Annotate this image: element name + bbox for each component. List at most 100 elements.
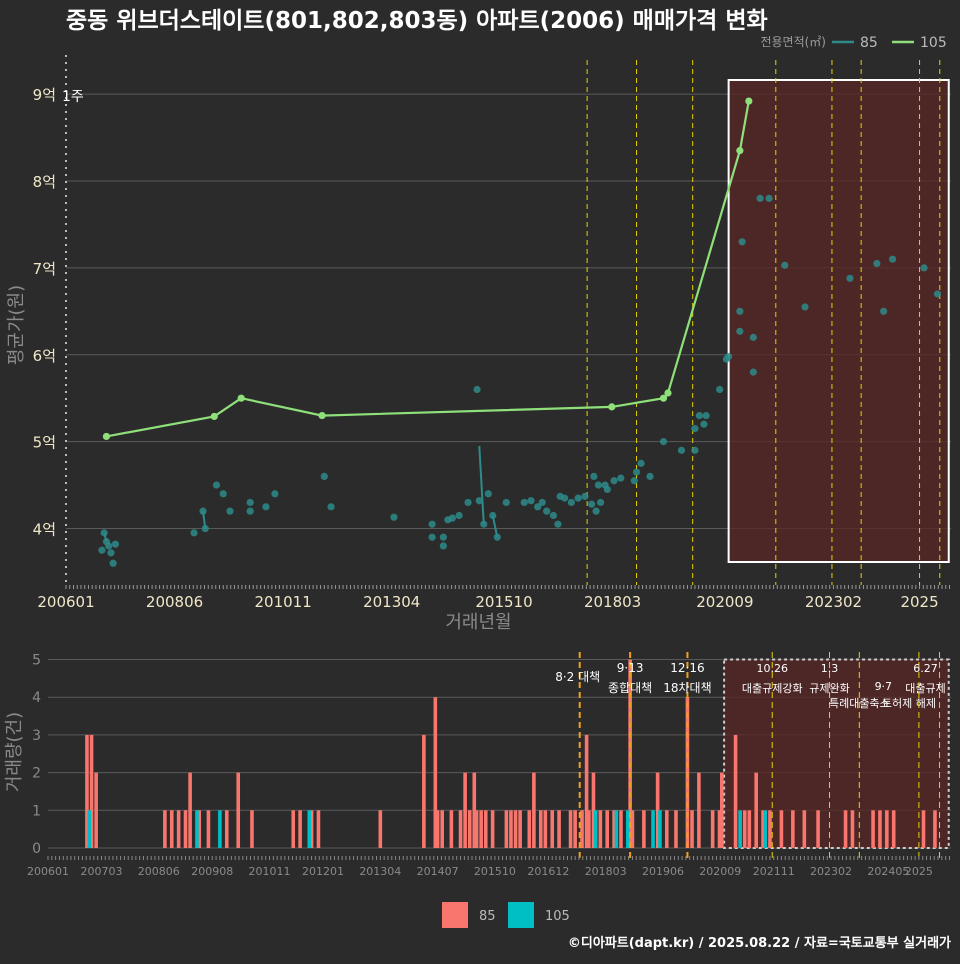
series-105-point xyxy=(659,394,668,402)
series-85-point xyxy=(390,513,398,521)
series-85-point xyxy=(212,481,221,489)
bar-85 xyxy=(697,772,701,848)
x-tick-label: 2025 xyxy=(900,593,938,611)
bar-85 xyxy=(754,772,758,848)
bar-85 xyxy=(378,810,383,848)
bar-105 xyxy=(218,810,222,848)
bar-85 xyxy=(483,810,488,848)
bar-85 xyxy=(538,810,543,848)
series-85-point xyxy=(527,497,535,505)
event-date-label: 8·2 대책 xyxy=(555,669,600,684)
bar-105 xyxy=(307,810,312,848)
bar-85 xyxy=(742,810,747,848)
series-105-point xyxy=(318,411,326,420)
bar-85 xyxy=(513,810,518,848)
bar-85 xyxy=(504,810,509,848)
series-105-point xyxy=(664,389,672,397)
series-85-point xyxy=(190,529,198,537)
series-85-point xyxy=(749,368,757,376)
series-85-point xyxy=(493,533,501,541)
bar-85 xyxy=(584,734,589,848)
series-85-point xyxy=(716,385,724,394)
event-label: 종합대책 xyxy=(608,680,652,695)
bar-85 xyxy=(605,810,610,848)
series-85-point xyxy=(736,307,744,315)
bar-legend-swatch xyxy=(442,902,468,928)
bar-85 xyxy=(183,810,188,848)
bar-legend: 85 105 xyxy=(442,902,570,928)
bar-legend-label: 85 xyxy=(479,909,496,924)
legend-title: 전용면적(㎡) xyxy=(760,35,826,49)
bar-85 xyxy=(720,772,724,848)
bar-85 xyxy=(871,810,875,848)
event-date-label: 9·13 xyxy=(617,661,644,675)
bar-85 xyxy=(655,772,660,848)
series-85-point xyxy=(880,307,888,315)
bar-85 xyxy=(518,810,522,848)
bar-85 xyxy=(619,810,623,848)
series-85-point xyxy=(226,507,234,515)
series-85-point xyxy=(646,472,654,480)
bar-85 xyxy=(587,810,591,848)
series-105-point xyxy=(210,412,218,421)
series-85-point xyxy=(262,503,270,511)
series-85-point xyxy=(111,540,120,548)
bar-x-tick-label: 202111 xyxy=(753,865,795,878)
series-85-point xyxy=(581,492,589,500)
series-85-point xyxy=(543,507,551,515)
bar-105 xyxy=(195,810,199,848)
bar-85 xyxy=(188,772,192,848)
x-tick-label: 201803 xyxy=(584,593,641,611)
series-85-point xyxy=(100,529,108,537)
event-date-label: 9·7 xyxy=(875,680,893,693)
event-label: 토허제 해제 xyxy=(882,696,936,710)
series-105-point xyxy=(102,432,111,441)
series-85-point xyxy=(691,425,699,433)
series-105-point xyxy=(608,403,616,411)
bar-85 xyxy=(291,810,296,848)
series-85-point xyxy=(480,520,488,528)
series-85-point xyxy=(538,498,546,507)
series-85-point xyxy=(107,549,115,557)
bar-85 xyxy=(169,810,174,848)
bar-85 xyxy=(933,810,937,848)
series-85-point xyxy=(630,477,638,485)
event-label: 18차대책 xyxy=(663,680,711,695)
volume-chart: 0 1 2 3 4 5 8·2 대책 9·13 종합대책 12·16 18차대책 10.26 대출규제강… xyxy=(4,652,951,878)
series-85-point xyxy=(489,511,497,520)
bar-85 xyxy=(690,810,694,848)
bar-y-tick-label: 1 xyxy=(32,803,41,819)
bar-85 xyxy=(458,810,463,848)
bar-85 xyxy=(568,810,573,848)
bar-85 xyxy=(878,810,882,848)
bar-legend-label: 105 xyxy=(545,909,570,924)
bar-85 xyxy=(816,810,820,848)
bar-85 xyxy=(850,810,855,848)
series-85-point xyxy=(590,472,598,480)
bar-105 xyxy=(614,810,619,848)
series-85-point xyxy=(464,498,472,507)
bar-x-tick-label: 201906 xyxy=(642,865,684,878)
bar-x-tick-label: 200806 xyxy=(138,865,180,878)
bar-85 xyxy=(665,810,669,848)
series-85-connector xyxy=(478,445,485,525)
annotation-label: 1주 xyxy=(62,89,84,105)
bar-85 xyxy=(891,810,896,848)
bar-y-tick-label: 4 xyxy=(32,690,41,706)
bar-85 xyxy=(509,810,513,848)
series-85-point xyxy=(677,446,686,454)
bar-85 xyxy=(612,810,616,848)
series-85-point xyxy=(549,511,558,520)
bar-85 xyxy=(843,810,848,848)
series-105-line xyxy=(106,100,750,438)
bar-85 xyxy=(768,810,772,848)
bar-105 xyxy=(658,810,662,848)
bar-85 xyxy=(467,810,472,848)
bar-105 xyxy=(593,810,598,848)
series-85-point xyxy=(736,327,744,335)
series-85-point xyxy=(327,503,335,511)
series-85-point xyxy=(320,472,328,480)
bar-85 xyxy=(298,810,302,848)
